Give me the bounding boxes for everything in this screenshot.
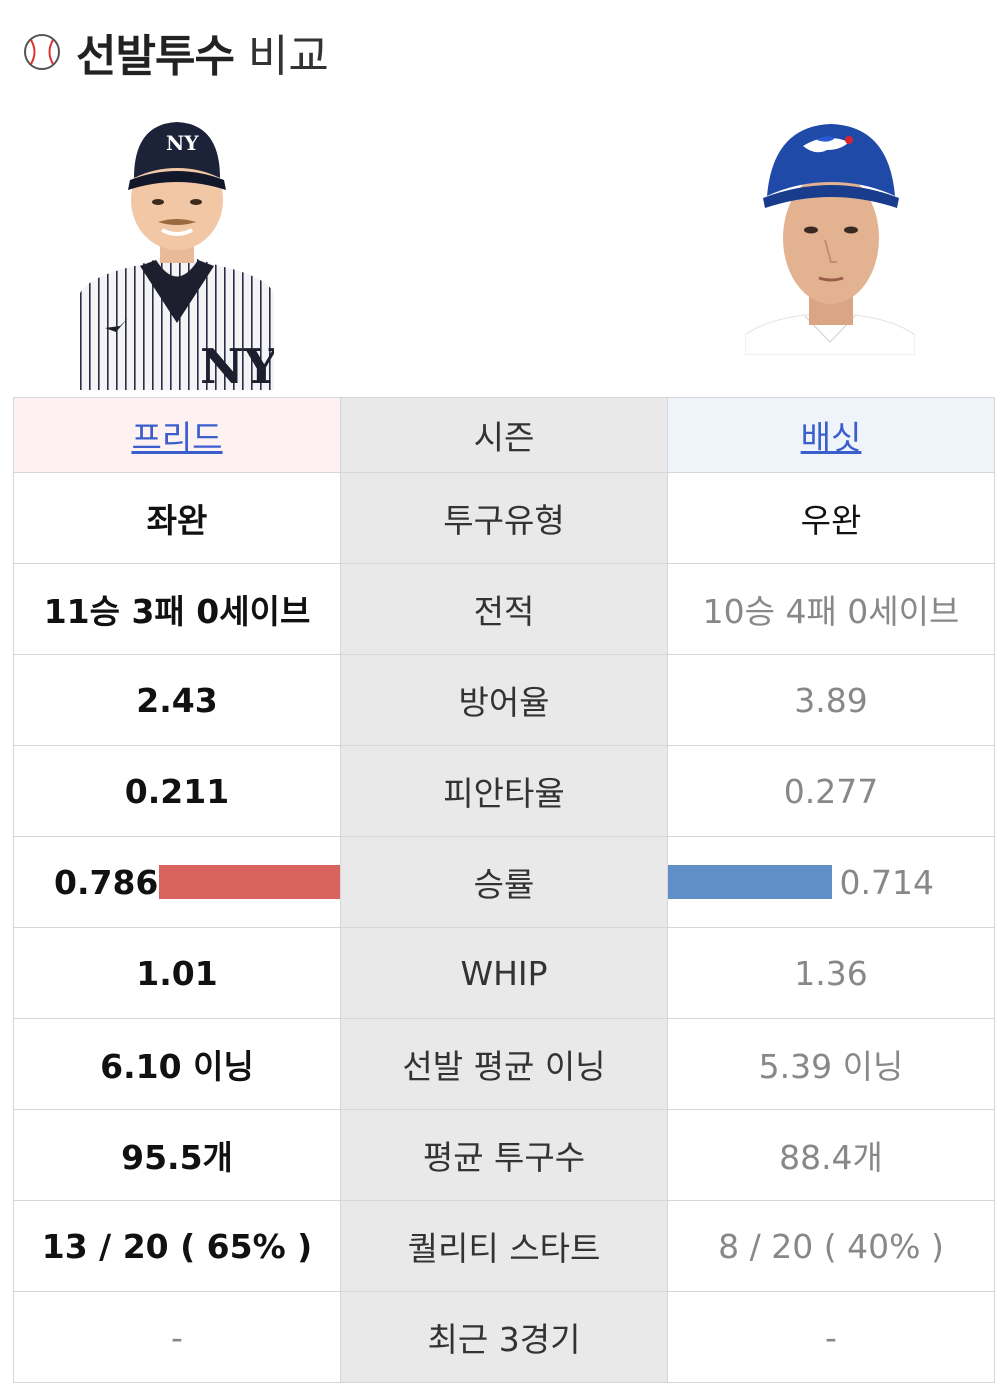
stat-label: 평균 투구수 [340, 1109, 668, 1201]
right-value: 10승 4패 0세이브 [667, 563, 995, 655]
right-value: 3.89 [667, 654, 995, 746]
stat-label: 피안타율 [340, 745, 668, 837]
page-title: 선발투수 [76, 31, 235, 82]
left-player-name-link[interactable]: 프리드 [131, 418, 223, 457]
svg-text:NY: NY [200, 339, 274, 390]
left-player-name-cell: 프리드 [13, 397, 341, 473]
right-value: 88.4개 [667, 1109, 995, 1201]
right-value: - [667, 1291, 995, 1383]
stat-label: 승률 [340, 836, 668, 928]
table-row: 1.01 WHIP 1.36 [13, 927, 995, 1019]
left-value: 1.01 [13, 927, 341, 1019]
left-value: 2.43 [13, 654, 341, 746]
left-value: 11승 3패 0세이브 [13, 563, 341, 655]
table-row: 2.43 방어율 3.89 [13, 654, 995, 746]
left-value: 95.5개 [13, 1109, 341, 1201]
page-subtitle: 비교 [247, 31, 329, 82]
stat-label: 최근 3경기 [340, 1291, 668, 1383]
left-win-rate-bar [159, 865, 340, 899]
table-row: 0.786 승률 0.714 [13, 836, 995, 928]
stat-label: 방어율 [340, 654, 668, 746]
left-value: 좌완 [13, 472, 341, 564]
left-value: 0.786 [54, 862, 159, 902]
left-value: 0.211 [13, 745, 341, 837]
right-player-name-link[interactable]: 배싯 [800, 418, 862, 457]
right-value: 8 / 20 ( 40% ) [667, 1200, 995, 1292]
section-header: 선발투수 비교 [22, 22, 329, 82]
left-win-rate-cell: 0.786 [13, 836, 341, 928]
left-value: 6.10 이닝 [13, 1018, 341, 1110]
right-value: 5.39 이닝 [667, 1018, 995, 1110]
right-player-photo [745, 120, 915, 355]
stat-label: 선발 평균 이닝 [340, 1018, 668, 1110]
right-win-rate-cell: 0.714 [667, 836, 995, 928]
table-row: 95.5개 평균 투구수 88.4개 [13, 1109, 995, 1201]
svg-text:NY: NY [166, 131, 199, 155]
baseball-icon [24, 34, 60, 70]
table-row: 좌완 투구유형 우완 [13, 472, 995, 564]
right-win-rate-bar [668, 865, 832, 899]
pitcher-comparison-table: 프리드 시즌 배싯 좌완 투구유형 우완 11승 3패 0세이브 전적 10승 … [13, 397, 995, 1383]
stat-label: 전적 [340, 563, 668, 655]
table-row: 0.211 피안타율 0.277 [13, 745, 995, 837]
table-row: 6.10 이닝 선발 평균 이닝 5.39 이닝 [13, 1018, 995, 1110]
season-header-cell: 시즌 [340, 397, 668, 473]
table-row: 11승 3패 0세이브 전적 10승 4패 0세이브 [13, 563, 995, 655]
right-value: 0.277 [667, 745, 995, 837]
right-value: 0.714 [839, 862, 934, 902]
right-player-name-cell: 배싯 [667, 397, 995, 473]
right-value: 우완 [667, 472, 995, 564]
left-value: 13 / 20 ( 65% ) [13, 1200, 341, 1292]
right-value: 1.36 [667, 927, 995, 1019]
left-player-photo: NY NY [80, 118, 274, 390]
left-value: - [13, 1291, 341, 1383]
stat-label: 퀄리티 스타트 [340, 1200, 668, 1292]
table-row: 13 / 20 ( 65% ) 퀄리티 스타트 8 / 20 ( 40% ) [13, 1200, 995, 1292]
stat-label: WHIP [340, 927, 668, 1019]
table-row: - 최근 3경기 - [13, 1291, 995, 1383]
stat-label: 투구유형 [340, 472, 668, 564]
table-header-row: 프리드 시즌 배싯 [13, 397, 995, 473]
